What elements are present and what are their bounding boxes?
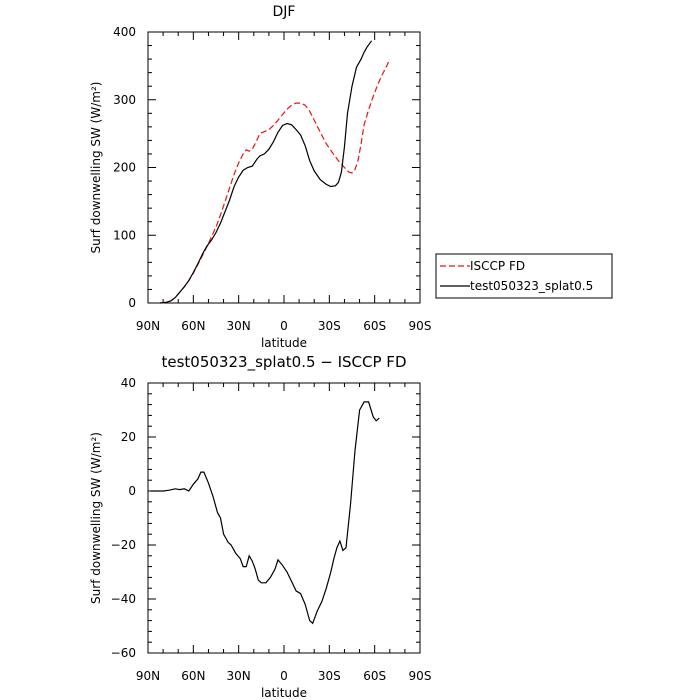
bottom-panel-difference: test050323_splat0.5 − ISCCP FD latitude Su… <box>89 353 431 700</box>
y-tick-label: 100 <box>113 228 136 242</box>
x-tick-label: 90N <box>136 669 160 683</box>
y-tick-label: −20 <box>111 538 136 552</box>
y-tick-label: 40 <box>121 376 136 390</box>
x-tick-label: 0 <box>280 669 288 683</box>
legend-box <box>435 253 613 299</box>
series-line-difference <box>151 401 380 625</box>
x-tick-label: 30S <box>318 669 341 683</box>
y-tick-label: 20 <box>121 430 136 444</box>
legend-entry: test050323_splat0.5 <box>470 279 593 293</box>
legend-entry: ISCCP FD <box>470 259 525 273</box>
x-tick-label: 60N <box>181 669 205 683</box>
x-tick-label: 60S <box>363 319 386 333</box>
y-tick-label: 300 <box>113 93 136 107</box>
legend: ISCCP FD test050323_splat0.5 <box>435 253 613 299</box>
y-tick-label: 400 <box>113 25 136 39</box>
x-tick-label: 0 <box>280 319 288 333</box>
chart-title: test050323_splat0.5 − ISCCP FD <box>162 353 407 372</box>
x-tick-label: 30N <box>227 669 251 683</box>
top-panel-djf: DJF latitude Surf downwelling SW (W/m²) 90N… <box>89 4 431 350</box>
y-tick-label: 0 <box>128 296 136 310</box>
x-tick-label: 90N <box>136 319 160 333</box>
y-axis-label: Surf downwelling SW (W/m²) <box>89 432 103 604</box>
y-tick-label: 200 <box>113 161 136 175</box>
x-tick-label: 90S <box>409 669 432 683</box>
y-tick-label: 0 <box>128 484 136 498</box>
x-tick-label: 30S <box>318 319 341 333</box>
x-tick-label: 60S <box>363 669 386 683</box>
y-tick-label: −40 <box>111 592 136 606</box>
x-tick-label: 90S <box>409 319 432 333</box>
x-axis-label: latitude <box>261 686 307 700</box>
x-tick-label: 30N <box>227 319 251 333</box>
x-axis-label: latitude <box>261 336 307 350</box>
x-tick-label: 60N <box>181 319 205 333</box>
chart-title: DJF <box>273 4 296 20</box>
series-line-test050323-splat0-5 <box>160 40 373 304</box>
y-tick-label: −60 <box>111 646 136 660</box>
y-axis-label: Surf downwelling SW (W/m²) <box>89 82 103 254</box>
